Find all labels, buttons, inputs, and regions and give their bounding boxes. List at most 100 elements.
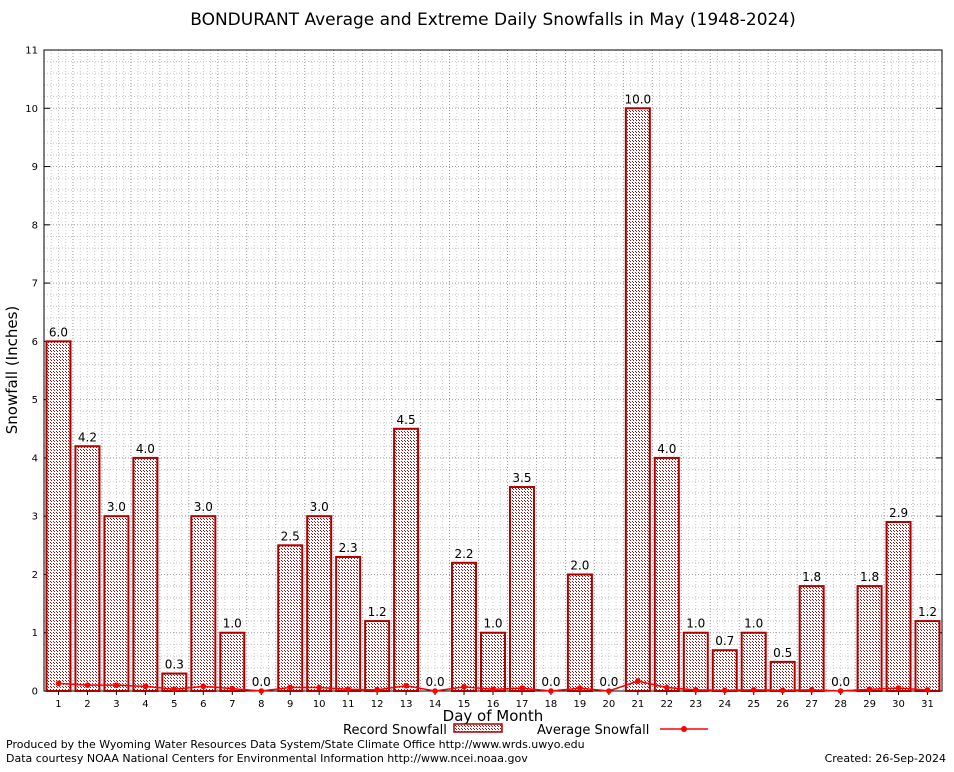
bar-value-label: 0.0: [831, 675, 850, 689]
x-tick-label: 5: [171, 699, 177, 710]
legend: Record Snowfall Average Snowfall: [343, 723, 708, 738]
y-tick-label: 1: [32, 628, 38, 639]
x-axis-label: Day of Month: [443, 707, 544, 725]
record-bar: [653, 456, 680, 692]
bar-value-label: 1.0: [223, 617, 242, 631]
average-snowfall-point: [490, 686, 496, 693]
y-tick-label: 9: [32, 162, 38, 173]
average-snowfall-point: [171, 686, 178, 693]
record-bar: [566, 573, 593, 692]
bar-value-label: 3.0: [310, 500, 329, 514]
y-tick-label: 7: [32, 279, 38, 290]
average-snowfall-point: [258, 688, 265, 694]
average-snowfall-point: [461, 684, 467, 690]
x-tick-label: 9: [287, 699, 293, 710]
average-snowfall-point: [403, 682, 409, 689]
record-bar: [740, 631, 767, 693]
bar-value-label: 3.0: [107, 500, 126, 514]
x-tick-label: 25: [747, 699, 760, 710]
bar-value-label: 1.8: [860, 570, 879, 584]
record-bar: [74, 445, 101, 692]
x-tick-label: 4: [142, 699, 148, 710]
x-tick-label: 16: [487, 699, 500, 710]
record-bar: [914, 620, 941, 693]
bar-value-label: 4.5: [397, 413, 416, 427]
x-tick-label: 23: [689, 699, 702, 710]
average-snowfall-point: [606, 688, 612, 694]
bar-value-label: 1.0: [483, 617, 502, 631]
average-snowfall-point: [664, 684, 670, 691]
x-tick-label: 17: [516, 699, 529, 710]
bar-value-label: 4.0: [136, 442, 155, 456]
legend-record-label: Record Snowfall: [343, 723, 447, 738]
x-tick-label: 7: [229, 699, 235, 710]
average-snowfall-point: [692, 687, 699, 693]
record-bar: [393, 427, 420, 692]
footer-data-courtesy: Data courtesy NOAA National Centers for …: [6, 752, 528, 765]
bar-value-label: 3.0: [194, 500, 213, 514]
x-tick-label: 14: [429, 699, 442, 710]
bar-value-label: 0.3: [165, 658, 184, 672]
average-snowfall-point: [374, 687, 380, 693]
bar-value-label: 3.5: [512, 471, 531, 485]
record-bar: [132, 456, 159, 692]
x-tick-label: 19: [574, 699, 587, 710]
footer-produced-by: Produced by the Wyoming Water Resources …: [6, 738, 585, 751]
bar-value-label: 0.0: [541, 675, 560, 689]
average-snowfall-point: [345, 686, 351, 693]
x-tick-label: 20: [603, 699, 616, 710]
bar-value-label: 0.7: [715, 634, 734, 648]
record-bar: [190, 515, 217, 692]
average-snowfall-point: [808, 687, 815, 693]
y-axis-label: Snowfall (Inches): [3, 306, 21, 434]
average-snowfall-point: [519, 685, 525, 691]
average-snowfall-point: [577, 685, 583, 691]
x-tick-label: 6: [200, 699, 206, 710]
record-bar: [508, 486, 535, 692]
y-tick-label: 5: [32, 395, 38, 406]
x-tick-label: 1: [55, 699, 61, 710]
x-tick-label: 13: [400, 699, 413, 710]
y-tick-label: 3: [32, 512, 38, 523]
record-bar: [45, 340, 72, 692]
y-tick-label: 2: [32, 570, 38, 581]
bar-value-label: 2.5: [281, 529, 300, 543]
bar-value-label: 0.0: [599, 675, 618, 689]
x-tick-label: 10: [313, 699, 326, 710]
record-bar: [480, 631, 506, 693]
average-snowfall-point: [779, 687, 786, 694]
bar-value-label: 1.2: [918, 605, 937, 619]
x-tick-label: 18: [545, 699, 558, 710]
legend-average-label: Average Snowfall: [537, 723, 649, 738]
average-snowfall-point: [721, 687, 728, 694]
y-tick-label: 6: [32, 337, 38, 348]
footer-created: Created: 26-Sep-2024: [825, 752, 946, 765]
legend-record-swatch: [453, 723, 503, 733]
x-tick-label: 2: [84, 699, 90, 710]
average-snowfall-point: [142, 683, 149, 690]
y-tick-label: 11: [25, 46, 38, 57]
y-tick-label: 8: [32, 220, 38, 231]
x-tick-label: 11: [342, 699, 355, 710]
x-tick-label: 21: [631, 699, 644, 710]
average-snowfall-point: [287, 684, 294, 691]
record-bar: [451, 561, 478, 692]
average-snowfall-point: [837, 688, 844, 694]
x-tick-label: 3: [113, 699, 119, 710]
bar-value-label: 1.0: [744, 617, 763, 631]
average-snowfall-point: [750, 687, 757, 693]
y-tick-label: 4: [32, 453, 38, 464]
average-snowfall-point: [866, 686, 873, 693]
record-bar: [364, 620, 391, 693]
bar-value-label: 2.2: [454, 547, 473, 561]
x-tick-label: 22: [660, 699, 673, 710]
average-snowfall-point: [432, 688, 438, 694]
record-bar: [769, 660, 796, 693]
average-snowfall-point: [229, 685, 236, 692]
x-tick-label: 30: [892, 699, 905, 710]
y-tick-label: 10: [25, 104, 38, 115]
y-tick-label: 0: [32, 687, 38, 698]
bar-value-label: 2.0: [570, 558, 589, 572]
record-bar: [624, 107, 651, 693]
